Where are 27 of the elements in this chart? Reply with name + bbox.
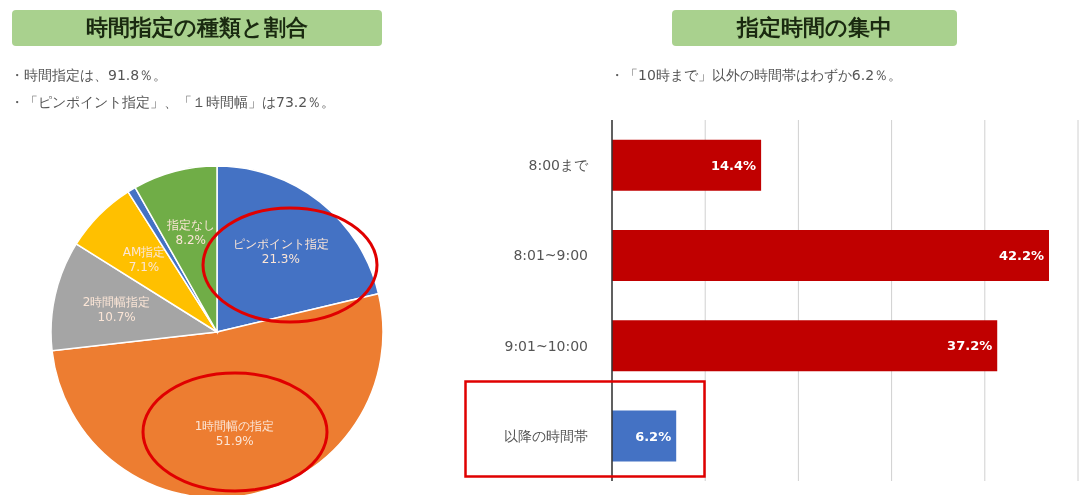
bar	[612, 410, 677, 462]
data-label: 51.9%	[215, 434, 254, 449]
text: ・時間指定は、91.8％。	[10, 66, 169, 85]
slice-label: AM指定	[122, 244, 166, 259]
data-label: 6.2%	[635, 428, 672, 444]
bar	[612, 320, 998, 372]
data-label: 21.3%	[261, 252, 300, 267]
bar	[612, 139, 762, 191]
data-label: 7.1%	[128, 260, 160, 275]
y-tick-label: 9:01~10:00	[504, 337, 588, 354]
y-tick-label: 8:01~9:00	[513, 247, 588, 264]
data-label: 10.7%	[97, 310, 136, 325]
slice-label: 指定なし	[165, 217, 215, 232]
data-label: 14.4%	[711, 157, 757, 173]
data-label: 42.2%	[998, 248, 1044, 264]
chart-title: 時間指定の種類と割合	[12, 10, 382, 46]
chart-title: 指定時間の集中	[672, 10, 957, 46]
text: ・「ピンポイント指定」、「１時間幅」は73.2％。	[10, 93, 336, 112]
data-label: 8.2%	[175, 233, 207, 248]
slice-label: 1時間幅の指定	[194, 418, 275, 433]
slice-label: ピンポイント指定	[232, 236, 329, 251]
text: ・「10時まで」以外の時間帯はわずか6.2％。	[610, 66, 903, 85]
bar	[612, 230, 1049, 282]
data-label: 37.2%	[947, 338, 993, 354]
slice-label: 2時間幅指定	[82, 294, 151, 309]
y-tick-label: 8:00まで	[528, 157, 589, 174]
y-tick-label: 以降の時間帯	[504, 427, 588, 444]
